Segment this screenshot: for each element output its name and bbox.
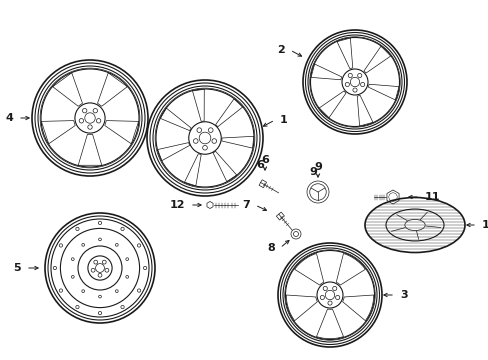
Text: 12: 12: [169, 200, 184, 210]
Text: 9: 9: [308, 167, 316, 177]
Text: 6: 6: [261, 155, 268, 165]
Text: 9: 9: [313, 162, 321, 172]
Text: 8: 8: [267, 243, 274, 253]
Text: 5: 5: [13, 263, 21, 273]
Text: 1: 1: [280, 115, 287, 125]
Text: 10: 10: [481, 220, 488, 230]
Text: 7: 7: [242, 200, 249, 210]
Text: 6: 6: [256, 160, 264, 170]
Text: 4: 4: [5, 113, 13, 123]
Text: 3: 3: [399, 290, 407, 300]
Text: 11: 11: [424, 192, 440, 202]
Text: 2: 2: [277, 45, 285, 55]
